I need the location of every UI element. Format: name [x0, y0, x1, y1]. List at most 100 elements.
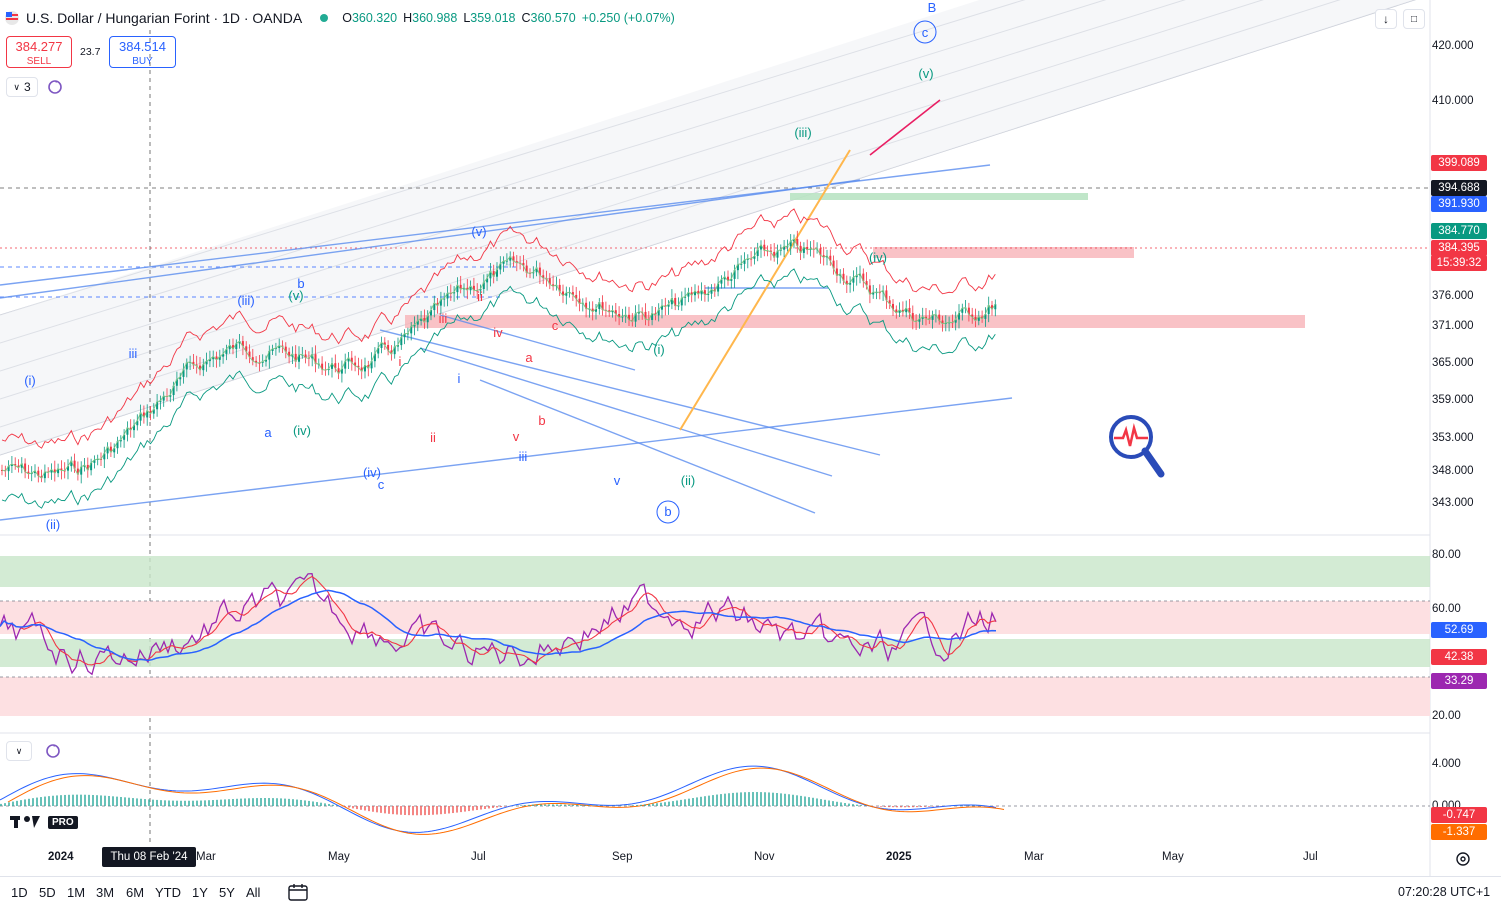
macd-histogram-bar [332, 805, 334, 806]
macd-histogram-bar [628, 805, 630, 806]
fullscreen-icon[interactable]: □ [1403, 9, 1425, 29]
macd-histogram-bar [652, 804, 654, 806]
timeframe-3m[interactable]: 3M [96, 885, 114, 900]
time-axis-label: 2025 [886, 851, 912, 863]
macd-histogram-bar [736, 793, 738, 806]
macd-collapse-button[interactable]: ∨ [6, 741, 32, 761]
macd-histogram-bar [748, 792, 750, 806]
macd-histogram-bar [636, 805, 638, 806]
settings-gear-icon[interactable] [1455, 851, 1471, 872]
macd-histogram-bar [740, 792, 742, 806]
macd-histogram-bar [52, 796, 54, 806]
buy-label: BUY [110, 54, 175, 69]
macd-histogram-bar [304, 800, 306, 806]
timeframe-ytd[interactable]: YTD [155, 885, 181, 900]
macd-histogram-bar [588, 805, 590, 806]
time-axis-label: Jul [471, 851, 486, 863]
macd-histogram-bar [364, 806, 366, 810]
macd-histogram-bar [688, 799, 690, 806]
macd-histogram-bar [176, 801, 178, 806]
refresh-icon[interactable] [45, 743, 61, 764]
macd-histogram-bar [436, 806, 438, 815]
timeframe-1m[interactable]: 1M [67, 885, 85, 900]
macd-histogram-bar [488, 806, 490, 808]
macd-histogram-bar [124, 797, 126, 806]
macd-histogram-bar [548, 804, 550, 806]
macd-histogram-bar [524, 805, 526, 806]
macd-histogram-bar [896, 806, 898, 807]
macd-histogram-bar [356, 806, 358, 809]
timeframe-1y[interactable]: 1Y [192, 885, 208, 900]
channel-line [0, 0, 1430, 455]
macd-histogram-bar [580, 805, 582, 806]
timeframe-6m[interactable]: 6M [126, 885, 144, 900]
macd-tag: -1.337 [1431, 824, 1487, 840]
time-axis-label: Mar [196, 851, 216, 863]
macd-histogram-bar [824, 800, 826, 806]
macd-histogram-bar [472, 806, 474, 811]
macd-histogram-bar [192, 801, 194, 806]
timeframe-1d[interactable]: 1D [11, 885, 28, 900]
macd-histogram-bar [564, 805, 566, 806]
timeframe-5d[interactable]: 5D [39, 885, 56, 900]
macd-histogram-bar [680, 800, 682, 806]
download-icon[interactable]: ↓ [1375, 9, 1397, 29]
time-axis-label: May [1162, 851, 1184, 863]
macd-histogram-bar [424, 806, 426, 815]
macd-histogram-bar [632, 805, 634, 806]
rsi-tag: 42.38 [1431, 649, 1487, 665]
macd-histogram-bar [476, 806, 478, 810]
macd-histogram-bar [496, 806, 498, 808]
wave-label: i [458, 371, 461, 386]
macd-histogram-bar [316, 802, 318, 806]
wave-label: iii [519, 449, 528, 464]
macd-histogram-bar [572, 805, 574, 806]
macd-histogram-bar [96, 795, 98, 806]
macd-histogram-bar [208, 800, 210, 806]
macd-histogram-bar [128, 798, 130, 806]
macd-histogram-bar [540, 804, 542, 806]
price-axis-label: 353.000 [1432, 432, 1474, 444]
price-axis-label: 348.000 [1432, 465, 1474, 477]
macd-histogram-bar [268, 798, 270, 806]
macd-histogram-bar [396, 806, 398, 815]
indicators-toggle-button[interactable]: ∨ 3 [6, 77, 38, 97]
macd-histogram-bar [48, 796, 50, 806]
symbol-title[interactable]: U.S. Dollar / Hungarian Forint · 1D · OA… [26, 10, 302, 26]
timeframe-all[interactable]: All [246, 885, 260, 900]
price-axis-label: 410.000 [1432, 95, 1474, 107]
date-range-calendar-icon[interactable] [288, 883, 308, 906]
macd-histogram-bar [352, 806, 354, 808]
macd-histogram-bar [464, 806, 466, 812]
macd-histogram-bar [32, 798, 34, 806]
macd-histogram-bar [552, 804, 554, 806]
refresh-icon[interactable] [47, 79, 63, 100]
buy-button[interactable]: 384.514 BUY [109, 36, 176, 68]
macd-histogram-bar [308, 801, 310, 806]
tradingview-logo[interactable]: PRO [10, 814, 78, 830]
macd-histogram-bar [672, 801, 674, 806]
macd-histogram-bar [336, 805, 338, 806]
wave-label: a [525, 350, 533, 365]
macd-histogram-bar [728, 793, 730, 806]
macd-histogram-bar [164, 800, 166, 806]
macd-histogram-bar [676, 801, 678, 806]
macd-histogram-bar [844, 803, 846, 806]
macd-histogram-bar [856, 805, 858, 806]
price-axis-label: 420.000 [1432, 40, 1474, 52]
rsi-axis-label: 80.00 [1432, 549, 1461, 561]
magnifier-heartbeat-icon[interactable] [1106, 414, 1166, 485]
macd-histogram-bar [76, 795, 78, 806]
macd-histogram-bar [16, 801, 18, 806]
macd-histogram-bar [820, 799, 822, 806]
macd-histogram-bar [692, 798, 694, 806]
macd-histogram-bar [836, 802, 838, 806]
sell-button[interactable]: 384.277 SELL [6, 36, 72, 68]
macd-histogram-bar [260, 798, 262, 806]
macd-histogram-bar [324, 803, 326, 806]
macd-histogram-bar [160, 800, 162, 806]
macd-histogram-bar [60, 795, 62, 806]
macd-histogram-bar [68, 795, 70, 806]
timeframe-5y[interactable]: 5Y [219, 885, 235, 900]
